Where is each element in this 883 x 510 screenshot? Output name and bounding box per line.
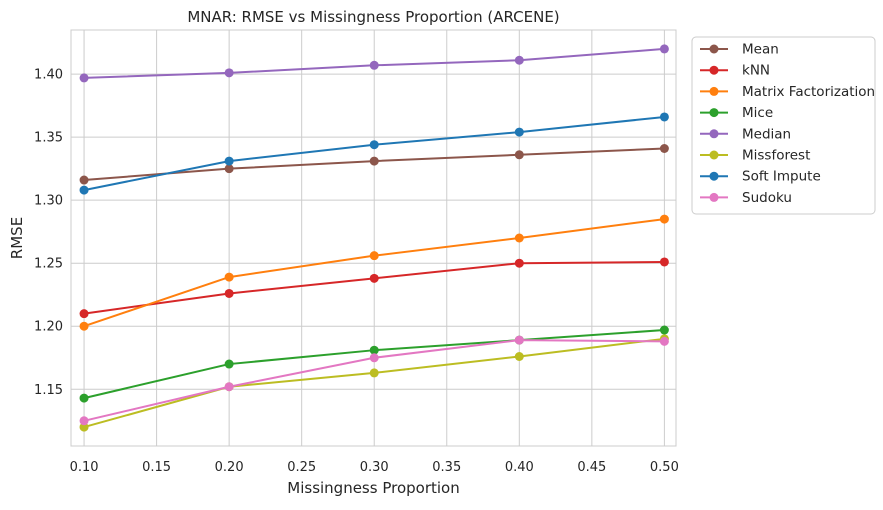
y-tick-label: 1.25 [34,257,63,272]
data-point-soft-impute [369,140,379,150]
x-tick-label: 0.10 [70,460,99,475]
data-point-missforest [79,422,89,432]
y-tick-label: 1.40 [34,68,63,83]
data-point-median [79,73,89,83]
y-tick-label: 1.20 [34,320,63,335]
plot-frame [70,29,677,447]
legend-label: Sudoku [742,190,792,206]
data-point-matrix-factorization [659,214,669,224]
y-tick-label: 1.30 [34,194,63,209]
legend-swatch-marker [709,192,719,202]
y-tick-label: 1.35 [34,131,63,146]
series-sudoku [79,335,669,426]
data-point-missforest [369,368,379,378]
x-axis-label: Missingness Proportion [287,479,459,497]
data-point-knn [514,258,524,268]
data-point-matrix-factorization [79,321,89,331]
legend-swatch-marker [709,65,719,75]
legend-swatch-marker [709,108,719,118]
x-tick-label: 0.35 [432,460,461,475]
x-tick-label: 0.25 [287,460,316,475]
legend-item-median: Median [700,126,791,142]
legend-swatch-marker [709,44,719,54]
series-mean [79,143,669,185]
data-point-median [514,55,524,65]
legend-item-knn: kNN [700,63,770,79]
legend-item-sudoku: Sudoku [700,190,792,206]
legend-swatch-marker [709,150,719,160]
legend-label: Matrix Factorization [742,84,875,100]
legend-item-soft-impute: Soft Impute [700,169,821,185]
chart-title: MNAR: RMSE vs Missingness Proportion (AR… [187,8,559,26]
data-point-mean [514,150,524,160]
data-point-soft-impute [79,185,89,195]
x-tick-label: 0.30 [360,460,389,475]
grid [71,30,676,446]
legend-item-mice: Mice [700,105,773,121]
x-tick-label: 0.45 [577,460,606,475]
data-point-knn [224,288,234,298]
data-point-sudoku [79,416,89,426]
y-tick-label: 1.15 [34,383,63,398]
data-point-soft-impute [659,112,669,122]
data-point-mean [79,175,89,185]
data-point-soft-impute [224,156,234,166]
legend-swatch-marker [709,86,719,96]
legend: Mean kNN Matrix Factorization Mice Median Mis… [691,36,876,215]
x-tick-label: 0.15 [142,460,171,475]
series-knn [79,257,669,319]
data-point-mean [369,156,379,166]
data-point-mean [224,164,234,174]
data-point-sudoku [224,382,234,392]
data-point-matrix-factorization [514,233,524,243]
legend-label: Missforest [742,148,810,164]
legend-item-mean: Mean [700,42,779,58]
series-soft-impute [79,112,669,195]
x-tick-labels: 0.10 0.15 0.20 0.25 0.30 0.35 0.40 0.45 0.50 [70,460,679,475]
data-point-median [369,60,379,70]
x-tick-label: 0.50 [650,460,679,475]
data-point-sudoku [659,336,669,346]
legend-swatch-marker [709,171,719,181]
data-point-mice [79,393,89,403]
data-point-sudoku [369,353,379,363]
data-point-knn [369,273,379,283]
series-layer [79,44,669,432]
legend-label: kNN [742,63,770,79]
data-point-matrix-factorization [369,251,379,261]
data-point-soft-impute [514,127,524,137]
legend-swatch-marker [709,129,719,139]
series-matrix-factorization [79,214,669,331]
y-tick-labels: 1.15 1.20 1.25 1.30 1.35 1.40 [34,68,63,398]
data-point-median [659,44,669,54]
data-point-mice [369,345,379,355]
legend-item-matrix-factorization: Matrix Factorization [700,84,875,100]
data-point-missforest [514,351,524,361]
data-point-mice [659,325,669,335]
data-point-mice [224,359,234,369]
legend-label: Mice [742,105,773,121]
data-point-median [224,68,234,78]
series-median [79,44,669,83]
data-point-sudoku [514,335,524,345]
data-point-knn [79,309,89,319]
legend-label: Median [742,126,791,142]
x-tick-label: 0.20 [215,460,244,475]
y-axis-label: RMSE [8,217,26,259]
legend-item-missforest: Missforest [700,148,810,164]
legend-label: Soft Impute [742,169,821,185]
legend-box [691,36,876,215]
legend-label: Mean [742,42,779,58]
data-point-mean [659,143,669,153]
x-tick-label: 0.40 [505,460,534,475]
data-point-matrix-factorization [224,272,234,282]
data-point-knn [659,257,669,267]
